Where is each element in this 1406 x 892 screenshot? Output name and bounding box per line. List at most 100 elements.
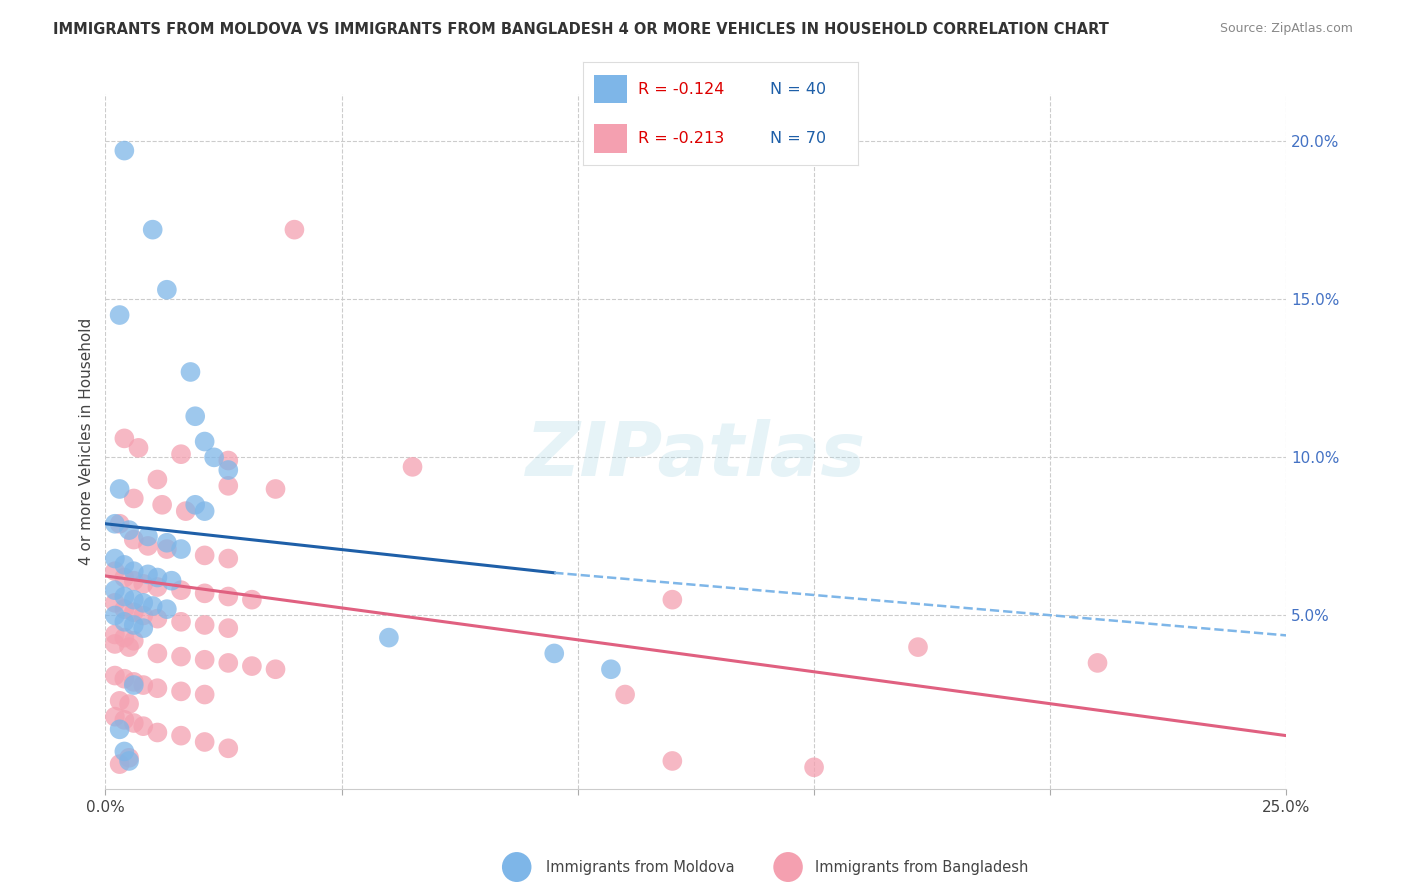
Point bbox=[217, 741, 239, 756]
Point bbox=[160, 574, 183, 588]
Point bbox=[112, 672, 135, 686]
Point bbox=[194, 688, 217, 702]
Point bbox=[170, 615, 193, 629]
Point bbox=[132, 608, 155, 623]
Point bbox=[104, 564, 127, 578]
Text: ZIPatlas: ZIPatlas bbox=[526, 419, 866, 492]
Point bbox=[132, 621, 155, 635]
Point bbox=[112, 713, 135, 727]
Point bbox=[104, 627, 127, 641]
Point bbox=[112, 590, 135, 604]
Point bbox=[108, 694, 131, 708]
Point bbox=[907, 640, 929, 654]
Point bbox=[118, 523, 141, 537]
Point bbox=[156, 542, 179, 557]
Point bbox=[122, 618, 145, 632]
Text: R = -0.124: R = -0.124 bbox=[638, 81, 724, 96]
Point bbox=[122, 633, 145, 648]
Text: R = -0.213: R = -0.213 bbox=[638, 131, 724, 146]
Text: IMMIGRANTS FROM MOLDOVA VS IMMIGRANTS FROM BANGLADESH 4 OR MORE VEHICLES IN HOUS: IMMIGRANTS FROM MOLDOVA VS IMMIGRANTS FR… bbox=[53, 22, 1109, 37]
Point bbox=[104, 608, 127, 623]
Point bbox=[600, 662, 623, 676]
Point bbox=[194, 618, 217, 632]
Point bbox=[156, 602, 179, 616]
Point bbox=[142, 222, 165, 236]
Point bbox=[118, 697, 141, 711]
Point bbox=[118, 754, 141, 768]
Point bbox=[179, 365, 201, 379]
Point bbox=[146, 580, 169, 594]
Circle shape bbox=[502, 852, 531, 882]
Point bbox=[194, 653, 217, 667]
Point bbox=[122, 574, 145, 588]
Point bbox=[112, 144, 135, 158]
Point bbox=[112, 744, 135, 758]
Point bbox=[146, 473, 169, 487]
Point bbox=[132, 577, 155, 591]
Point bbox=[104, 596, 127, 610]
Point bbox=[136, 567, 159, 582]
Bar bbox=[595, 124, 627, 153]
Point bbox=[194, 586, 217, 600]
Point bbox=[194, 434, 217, 449]
Point bbox=[401, 459, 423, 474]
Point bbox=[283, 222, 305, 236]
Text: Immigrants from Moldova: Immigrants from Moldova bbox=[546, 860, 734, 874]
Text: N = 40: N = 40 bbox=[770, 81, 827, 96]
Point bbox=[118, 751, 141, 765]
Point bbox=[146, 570, 169, 584]
Point bbox=[170, 447, 193, 461]
Point bbox=[217, 463, 239, 477]
Point bbox=[146, 725, 169, 739]
Text: Immigrants from Bangladesh: Immigrants from Bangladesh bbox=[815, 860, 1029, 874]
Text: Source: ZipAtlas.com: Source: ZipAtlas.com bbox=[1219, 22, 1353, 36]
Point bbox=[146, 647, 169, 661]
Point bbox=[156, 283, 179, 297]
Point bbox=[112, 602, 135, 616]
Point bbox=[217, 621, 239, 635]
Point bbox=[217, 479, 239, 493]
Point bbox=[108, 308, 131, 322]
Point bbox=[170, 542, 193, 557]
Point bbox=[118, 640, 141, 654]
Point bbox=[132, 719, 155, 733]
Point bbox=[146, 612, 169, 626]
Point bbox=[104, 668, 127, 682]
Point bbox=[104, 637, 127, 651]
Point bbox=[122, 716, 145, 731]
Point bbox=[122, 533, 145, 547]
Point bbox=[104, 551, 127, 566]
Point bbox=[194, 549, 217, 563]
Point bbox=[156, 535, 179, 549]
Point bbox=[264, 662, 287, 676]
Point bbox=[112, 570, 135, 584]
Point bbox=[1087, 656, 1109, 670]
Point bbox=[122, 491, 145, 506]
Point bbox=[132, 678, 155, 692]
Point bbox=[170, 583, 193, 598]
Point bbox=[194, 735, 217, 749]
Point bbox=[112, 615, 135, 629]
Point bbox=[543, 647, 565, 661]
Point bbox=[217, 551, 239, 566]
Y-axis label: 4 or more Vehicles in Household: 4 or more Vehicles in Household bbox=[79, 318, 94, 566]
Point bbox=[136, 529, 159, 543]
Point bbox=[108, 482, 131, 496]
Point bbox=[146, 681, 169, 696]
Bar bbox=[595, 75, 627, 103]
Point bbox=[378, 631, 401, 645]
Point bbox=[108, 516, 131, 531]
Point bbox=[217, 453, 239, 467]
Point bbox=[122, 678, 145, 692]
Point bbox=[142, 599, 165, 613]
Point bbox=[112, 431, 135, 445]
Point bbox=[150, 498, 173, 512]
Point bbox=[108, 723, 131, 737]
Circle shape bbox=[773, 852, 803, 882]
Point bbox=[240, 659, 263, 673]
Point bbox=[132, 596, 155, 610]
Point bbox=[122, 605, 145, 619]
Point bbox=[104, 583, 127, 598]
Point bbox=[240, 592, 263, 607]
Point bbox=[661, 592, 683, 607]
